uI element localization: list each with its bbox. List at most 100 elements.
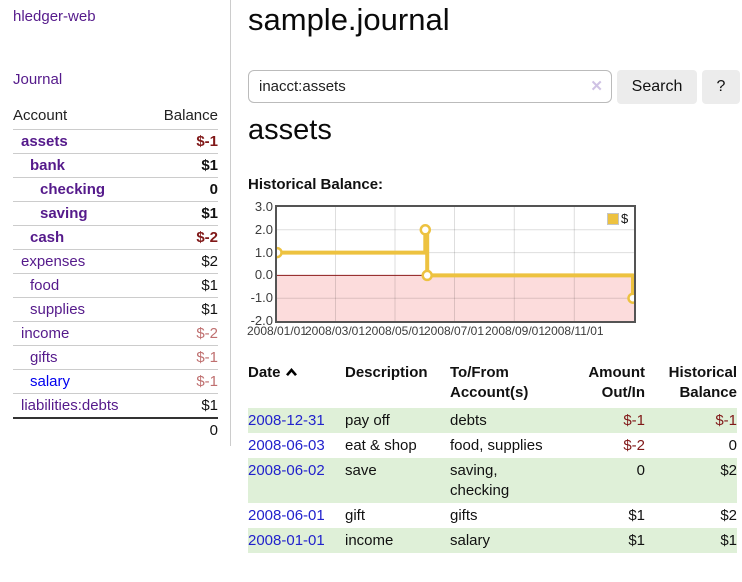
account-link-gifts[interactable]: gifts [30, 349, 58, 366]
transaction-date-link[interactable]: 2008-06-01 [248, 507, 325, 524]
account-balance: $-2 [196, 325, 218, 342]
account-link-cash[interactable]: cash [30, 229, 65, 246]
transaction-row: 2008-06-01 gift gifts $1 $2 [248, 503, 737, 528]
search-button[interactable]: Search [617, 70, 697, 104]
y-tick-label: 3.0 [254, 199, 273, 214]
date-column-header[interactable]: Date [248, 363, 345, 408]
sidebar: hledger-web Journal Account Balance asse… [0, 0, 231, 446]
x-tick-label: 2008/05/01 [364, 324, 426, 338]
accounts-column-header: To/From Account(s) [450, 364, 529, 401]
chart-canvas [277, 207, 634, 321]
chart-legend: $ [607, 211, 628, 226]
account-link-liabilities-debts[interactable]: liabilities:debts [21, 397, 119, 414]
account-balance: 0 [209, 181, 218, 198]
transaction-accounts: food, supplies [450, 437, 543, 454]
x-tick-label: 2008/01/01 [246, 324, 308, 338]
transaction-accounts: saving, checking [450, 462, 510, 499]
x-tick-label: 2008/11/01 [544, 324, 604, 338]
transaction-balance: 0 [728, 437, 737, 454]
transaction-description: gift [345, 507, 366, 524]
data-point-markers [277, 224, 634, 304]
account-link-bank[interactable]: bank [30, 157, 66, 174]
transaction-amount: $1 [628, 507, 645, 524]
transaction-balance: $-1 [715, 412, 737, 429]
gridlines [277, 207, 634, 321]
account-balance: $2 [201, 253, 218, 270]
transaction-date-link[interactable]: 2008-06-03 [248, 437, 325, 454]
balance-column-header: Balance [163, 107, 218, 124]
account-link-salary[interactable]: salary [30, 373, 71, 390]
chart-title: Historical Balance: [248, 176, 384, 193]
account-link-food[interactable]: food [30, 277, 60, 294]
x-tick-label: 2008/07/01 [423, 324, 485, 338]
account-balance: $1 [201, 397, 218, 414]
accounts-total-row: 0 [13, 417, 218, 441]
transaction-amount: $-1 [623, 412, 645, 429]
account-link-assets[interactable]: assets [21, 133, 68, 150]
account-row: liabilities:debts $1 [13, 393, 218, 417]
account-row: assets $-1 [13, 129, 218, 153]
transaction-description: pay off [345, 412, 390, 429]
account-link-saving[interactable]: saving [40, 205, 88, 222]
x-tick-label: 2008/03/01 [304, 324, 366, 338]
balance-chart: $ [275, 205, 636, 323]
transaction-accounts: salary [450, 532, 491, 549]
transaction-balance: $1 [720, 532, 737, 549]
transaction-date-link[interactable]: 2008-06-02 [248, 462, 325, 479]
transaction-amount: $1 [628, 532, 645, 549]
account-row: gifts $-1 [13, 345, 218, 369]
search-form: ✕ [248, 70, 612, 103]
app-title-link[interactable]: hledger-web [13, 8, 96, 25]
help-button[interactable]: ? [702, 70, 740, 104]
clear-search-icon[interactable]: ✕ [590, 78, 603, 95]
account-row: bank $1 [13, 153, 218, 177]
transaction-row: 2008-06-02 save saving, checking 0 $2 [248, 458, 737, 503]
transaction-date-link[interactable]: 2008-01-01 [248, 532, 325, 549]
account-link-checking[interactable]: checking [40, 181, 106, 198]
transaction-row: 2008-01-01 income salary $1 $1 [248, 528, 737, 553]
y-tick-label: 0.0 [254, 267, 273, 282]
x-tick-label: 2008/09/01 [484, 324, 546, 338]
register-header-row: Date Description To/From Account(s) Amou… [248, 363, 737, 408]
transaction-date-link[interactable]: 2008-12-31 [248, 412, 325, 429]
description-column-header: Description [345, 364, 428, 381]
account-row: checking 0 [13, 177, 218, 201]
account-link-supplies[interactable]: supplies [30, 301, 86, 318]
account-balance: $-1 [196, 373, 218, 390]
accounts-table: Account Balance assets $-1 bank $1 check… [13, 102, 218, 441]
account-column-header: Account [13, 107, 68, 124]
account-row: supplies $1 [13, 297, 218, 321]
page-title: sample.journal [248, 2, 450, 37]
transaction-amount: $-2 [623, 437, 645, 454]
amount-column-header: Amount Out/In [588, 364, 645, 401]
transaction-row: 2008-12-31 pay off debts $-1 $-1 [248, 408, 737, 433]
y-tick-label: -1.0 [250, 290, 273, 305]
account-row: saving $1 [13, 201, 218, 225]
sort-ascending-icon [285, 368, 297, 377]
transaction-balance: $2 [720, 462, 737, 479]
account-balance: $-2 [196, 229, 218, 246]
account-link-expenses[interactable]: expenses [21, 253, 86, 270]
account-balance: $1 [201, 205, 218, 222]
account-row: income $-2 [13, 321, 218, 345]
account-balance: $-1 [196, 349, 218, 366]
y-tick-label: 2.0 [254, 222, 273, 237]
balance-column-header: Historical Balance [668, 364, 737, 401]
account-row: expenses $2 [13, 249, 218, 273]
account-heading: assets [248, 114, 332, 146]
search-input[interactable] [248, 70, 612, 103]
sidebar-item-journal[interactable]: Journal [13, 71, 63, 88]
transaction-balance: $2 [720, 507, 737, 524]
account-balance: $1 [201, 277, 218, 294]
legend-label: $ [621, 211, 629, 226]
account-row: cash $-2 [13, 225, 218, 249]
main-content: sample.journal ✕ Search ? assets Histori… [247, 0, 742, 582]
transaction-description: eat & shop [345, 437, 417, 454]
transaction-amount: 0 [636, 462, 645, 479]
account-balance: $1 [201, 301, 218, 318]
y-tick-label: -2.0 [250, 313, 273, 328]
account-link-income[interactable]: income [21, 325, 70, 342]
transaction-description: save [345, 462, 377, 479]
transaction-accounts: gifts [450, 507, 478, 524]
account-row: food $1 [13, 273, 218, 297]
